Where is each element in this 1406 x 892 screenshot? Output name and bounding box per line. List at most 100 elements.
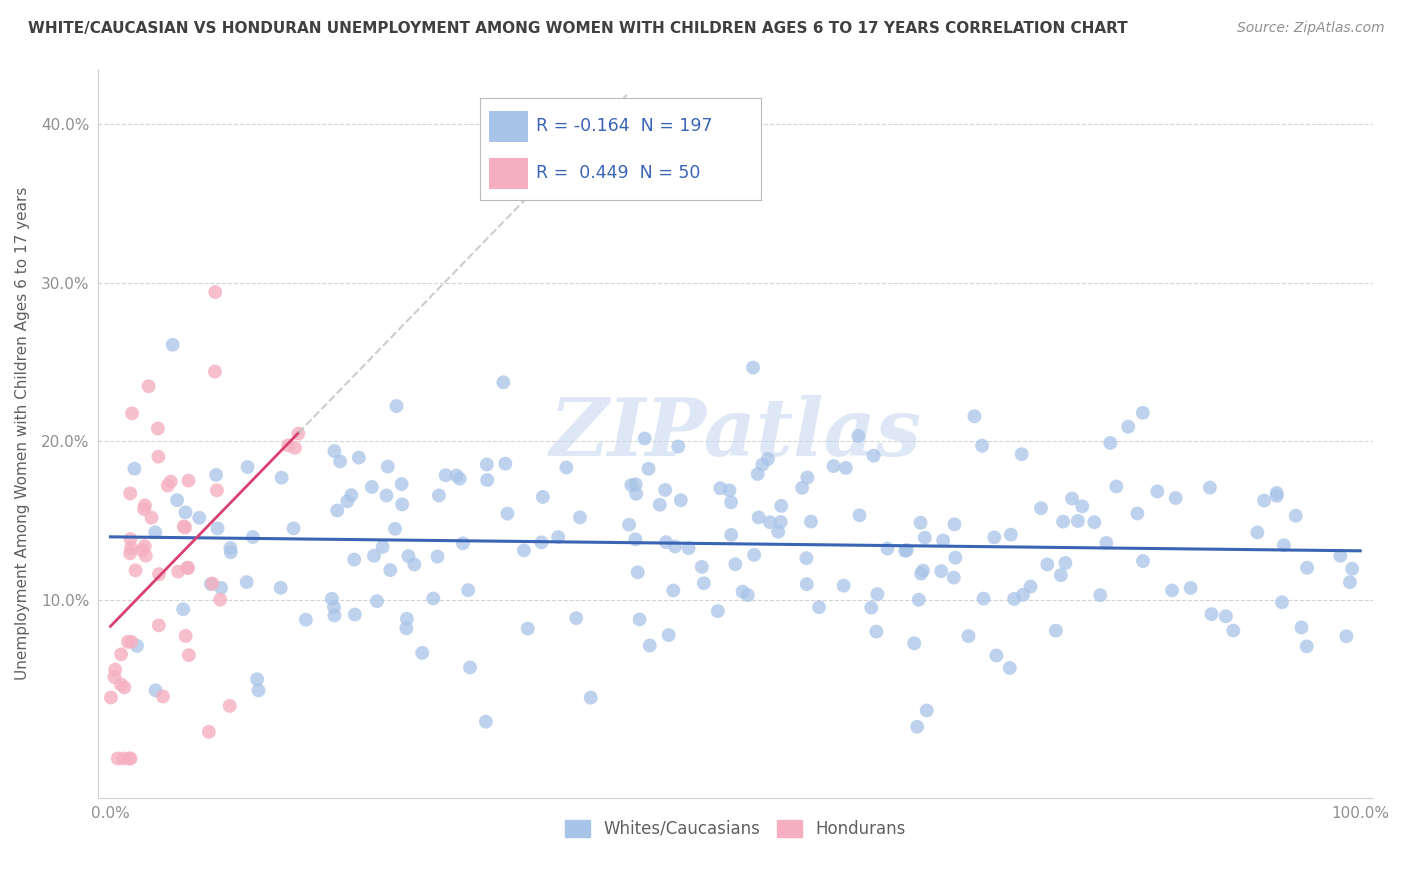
- Point: [120, 751, 142, 765]
- Point: [395, 621, 418, 635]
- Point: [530, 535, 553, 549]
- Point: [446, 468, 468, 483]
- Point: [398, 549, 420, 563]
- Point: [323, 600, 346, 615]
- Point: [648, 498, 671, 512]
- Point: [120, 635, 142, 649]
- Point: [862, 449, 884, 463]
- Point: [219, 545, 242, 559]
- Point: [135, 549, 157, 563]
- Point: [669, 493, 692, 508]
- Point: [932, 533, 955, 548]
- Point: [152, 690, 174, 704]
- Point: [751, 458, 773, 472]
- Point: [166, 493, 188, 508]
- Point: [205, 467, 228, 482]
- Point: [929, 564, 952, 578]
- Point: [340, 488, 363, 502]
- Point: [626, 487, 648, 501]
- Point: [943, 550, 966, 565]
- Point: [112, 681, 135, 695]
- Point: [391, 477, 413, 491]
- Point: [565, 611, 588, 625]
- Point: [724, 558, 747, 572]
- Point: [321, 591, 343, 606]
- Point: [360, 480, 382, 494]
- Point: [666, 440, 689, 454]
- Point: [876, 541, 898, 556]
- Point: [363, 549, 385, 563]
- Point: [117, 635, 139, 649]
- Point: [134, 539, 156, 553]
- Point: [986, 648, 1008, 663]
- Point: [148, 618, 170, 632]
- Point: [323, 444, 346, 458]
- Point: [100, 690, 122, 705]
- Point: [737, 588, 759, 602]
- Point: [998, 661, 1021, 675]
- Point: [914, 531, 936, 545]
- Point: [411, 646, 433, 660]
- Point: [1341, 562, 1364, 576]
- Point: [1246, 525, 1268, 540]
- Point: [174, 505, 197, 519]
- Point: [1336, 629, 1358, 643]
- Point: [513, 543, 536, 558]
- Point: [731, 584, 754, 599]
- Point: [624, 477, 647, 491]
- Point: [1265, 486, 1288, 500]
- Point: [451, 536, 474, 550]
- Text: ZIPatlas: ZIPatlas: [550, 394, 921, 472]
- Point: [1271, 595, 1294, 609]
- Point: [156, 478, 179, 492]
- Point: [1339, 575, 1361, 590]
- Point: [903, 636, 925, 650]
- Text: Source: ZipAtlas.com: Source: ZipAtlas.com: [1237, 21, 1385, 35]
- Point: [125, 639, 148, 653]
- Point: [120, 546, 142, 560]
- Point: [201, 576, 224, 591]
- Point: [910, 516, 932, 530]
- Point: [628, 612, 651, 626]
- Point: [380, 563, 402, 577]
- Point: [1296, 561, 1319, 575]
- Point: [1054, 556, 1077, 570]
- Point: [1067, 514, 1090, 528]
- Point: [848, 508, 870, 523]
- Point: [385, 399, 408, 413]
- Point: [637, 462, 659, 476]
- Point: [957, 629, 980, 643]
- Point: [1146, 484, 1168, 499]
- Point: [808, 600, 831, 615]
- Point: [748, 510, 770, 524]
- Point: [159, 475, 181, 489]
- Point: [176, 561, 198, 575]
- Point: [894, 544, 917, 558]
- Point: [1116, 419, 1139, 434]
- Point: [720, 528, 742, 542]
- Point: [343, 552, 366, 566]
- Point: [709, 481, 731, 495]
- Point: [120, 532, 142, 546]
- Point: [1215, 609, 1237, 624]
- Point: [654, 483, 676, 497]
- Point: [120, 541, 142, 555]
- Point: [1199, 481, 1222, 495]
- Point: [174, 520, 197, 534]
- Point: [1099, 436, 1122, 450]
- Point: [568, 510, 591, 524]
- Point: [110, 677, 132, 691]
- Point: [326, 503, 349, 517]
- Point: [796, 470, 818, 484]
- Point: [963, 409, 986, 424]
- Point: [516, 622, 538, 636]
- Point: [770, 499, 793, 513]
- Point: [756, 452, 779, 467]
- Point: [1161, 583, 1184, 598]
- Point: [207, 521, 229, 535]
- Point: [148, 567, 170, 582]
- Point: [620, 478, 643, 492]
- Point: [1052, 515, 1074, 529]
- Point: [1050, 568, 1073, 582]
- Point: [205, 483, 228, 498]
